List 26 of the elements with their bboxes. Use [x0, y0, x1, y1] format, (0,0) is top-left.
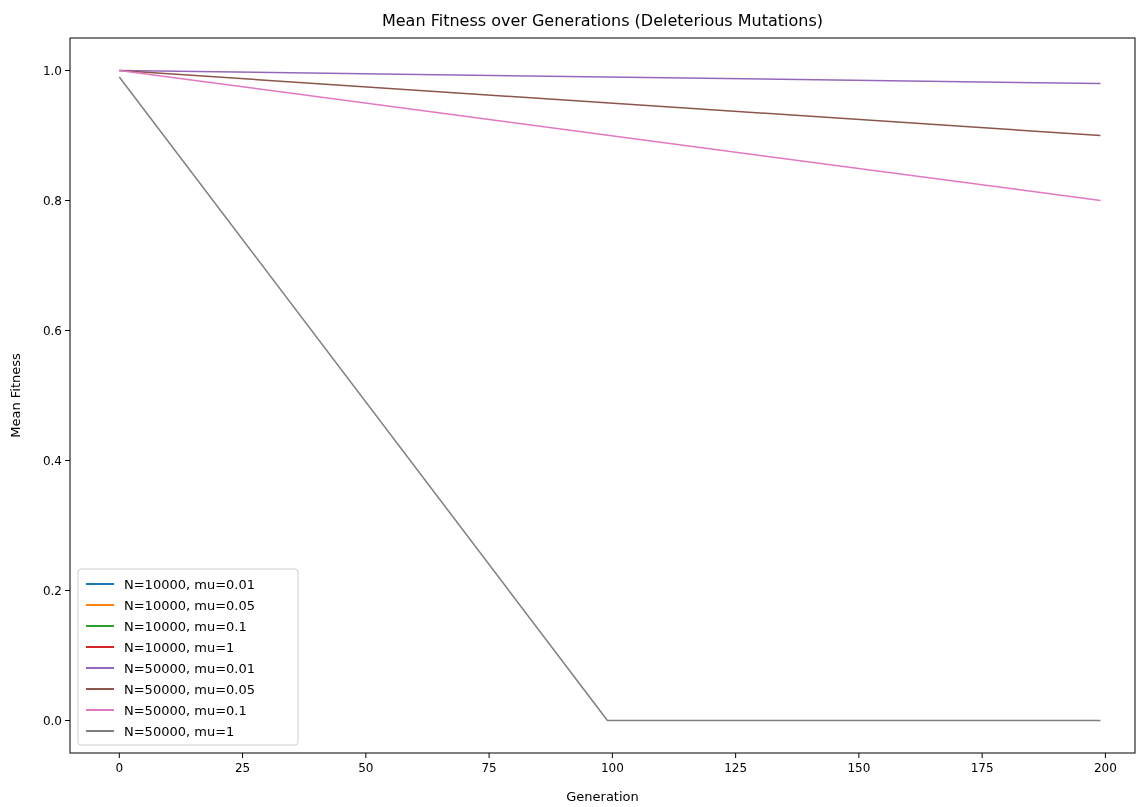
- x-axis-title: Generation: [566, 789, 639, 804]
- x-tick-label: 150: [847, 761, 871, 775]
- legend-label: N=10000, mu=0.05: [124, 598, 255, 613]
- x-tick-label: 0: [115, 761, 124, 775]
- x-tick-label: 50: [358, 761, 374, 775]
- x-tick-label: 125: [724, 761, 748, 775]
- legend-label: N=50000, mu=1: [124, 724, 235, 739]
- legend-label: N=50000, mu=0.01: [124, 661, 255, 676]
- legend-label: N=10000, mu=1: [124, 640, 235, 655]
- x-tick-label: 75: [481, 761, 497, 775]
- x-tick-label: 200: [1093, 761, 1117, 775]
- y-tick-label: 0.8: [42, 193, 62, 208]
- x-tick-label: 100: [600, 761, 624, 775]
- legend-label: N=50000, mu=0.1: [124, 703, 247, 718]
- y-tick-label: 0.2: [42, 583, 62, 598]
- y-tick-label: 1.0: [42, 63, 62, 78]
- x-tick-label: 175: [970, 761, 994, 775]
- y-tick-label: 0.4: [42, 453, 62, 468]
- legend-label: N=50000, mu=0.05: [124, 682, 255, 697]
- x-tick-label: 25: [234, 761, 251, 775]
- legend-label: N=10000, mu=0.1: [124, 619, 247, 634]
- y-tick-label: 0.6: [42, 323, 62, 338]
- y-tick-label: 0.0: [42, 713, 62, 728]
- y-axis-title: Mean Fitness: [8, 352, 23, 438]
- legend-label: N=10000, mu=0.01: [124, 577, 255, 592]
- chart-title: Mean Fitness over Generations (Deleterious Mutations): [381, 11, 824, 30]
